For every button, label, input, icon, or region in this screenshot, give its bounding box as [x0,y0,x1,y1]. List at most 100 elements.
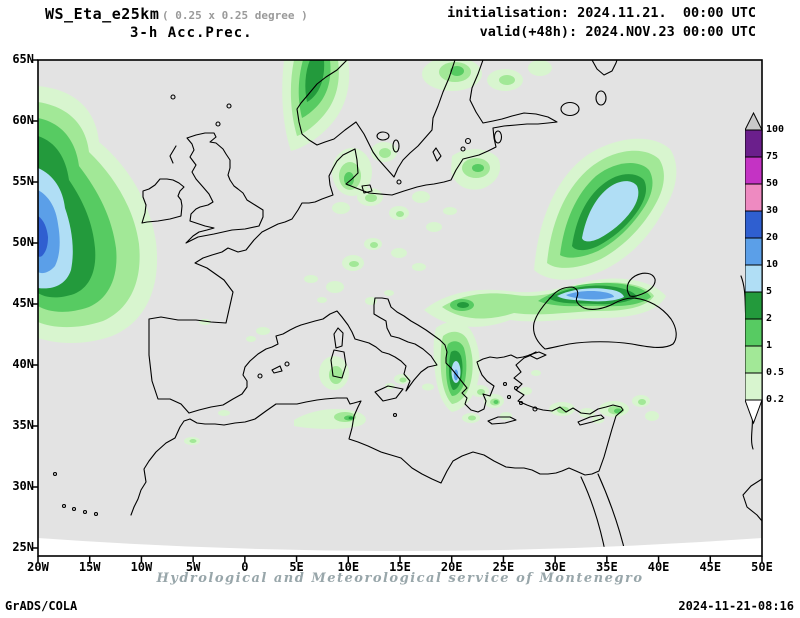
precip-contour-0.2 [520,387,532,395]
colorbar-value-label: 10 [766,259,779,270]
grid-resolution: ( 0.25 x 0.25 degree ) [162,9,308,22]
axis-ticks [32,59,763,562]
lon-tick-label: 50E [751,560,773,574]
precip-contour-0.2 [531,370,541,376]
precip-contour-0.5 [399,377,407,383]
colorbar-value-label: 100 [766,124,785,135]
colorbar-value-label: 50 [766,178,779,189]
coastline [71,506,77,512]
coastline [532,406,538,412]
colorbar-value-label: 1 [766,340,773,351]
precip-contour-0.2 [326,281,344,293]
colorbar-value-label: 2 [766,313,773,324]
precip-contour-1 [472,164,484,172]
coastline [93,511,99,517]
colorbar [745,112,763,425]
colorbar-segment [745,264,763,293]
coastline [376,131,390,141]
lat-tick-label: 65N [12,52,34,66]
coastline [185,132,264,244]
precip-contour-0.2 [645,411,659,421]
coastline [284,361,290,367]
precip-contour-1 [344,172,354,186]
precip-contour-0.5 [189,439,197,443]
initialisation-time: initialisation: 2024.11.21. 00:00 UTC [447,5,756,21]
coastline [560,101,580,117]
coastline [141,178,185,224]
coastline [330,349,347,379]
precip-contour-0.2 [579,408,595,418]
precip-contour-1 [614,408,622,414]
precip-contour-0.2 [422,383,434,391]
colorbar-arrow-top [745,112,763,131]
coastline [396,179,402,185]
coastline [464,137,472,145]
coastline [82,509,88,515]
precipitation-layer [38,60,677,445]
precip-contour-0.2 [412,191,430,203]
product-title: 3-h Acc.Prec. [130,25,253,41]
coastline [392,139,400,153]
lat-tick-label: 45N [12,296,34,310]
colorbar-value-label: 20 [766,232,779,243]
lon-tick-label: 15E [389,560,411,574]
lat-tick-label: 35N [12,418,34,432]
precip-contour-0.2 [304,275,318,283]
coastline [597,473,627,556]
creation-timestamp: 2024-11-21-08:16 [678,599,794,613]
lon-tick-label: 10W [130,560,153,574]
colorbar-segment [745,129,763,158]
grads-credit: GrADS/COLA [5,599,78,613]
precip-contour-0.2 [528,60,552,76]
colorbar-segment [745,372,763,401]
coastline [61,503,67,509]
coastline [392,412,398,418]
precip-contour-0.2 [426,222,442,232]
coastline [226,103,232,109]
coastline [528,351,547,360]
precip-contour-0.2 [391,248,407,258]
lon-tick-label: 45E [699,560,722,574]
lon-tick-label: 5E [289,560,304,574]
precip-contour-20 [38,216,48,257]
precip-contour-0.2 [412,263,426,271]
coastline [333,327,344,349]
watermark: Hydrological and Meteorological service … [156,571,644,586]
coastline [577,414,605,426]
precip-contour-0.5 [396,211,404,217]
colorbar-value-label: 30 [766,205,779,216]
precip-contour-1 [493,400,499,404]
precip-contour-0.2 [500,412,512,420]
coastline [460,146,466,152]
precip-contour-0.5 [349,261,359,267]
precip-contour-0.2 [256,327,270,335]
precip-contour-0.5 [499,75,515,85]
colorbar-value-label: 0.2 [766,394,785,405]
precip-contour-1 [450,66,464,76]
lon-tick-label: 20W [27,560,49,574]
coastline [170,94,176,100]
coastline [502,381,508,387]
coastline [148,60,558,414]
precip-contour-0.5 [365,194,377,202]
domain-boundary-mask [38,538,762,556]
coastline [296,60,456,178]
colorbar-arrow-bottom [745,399,763,425]
lat-tick-label: 25N [12,540,34,554]
precip-contour-0.5 [329,366,343,384]
coastline [518,400,524,406]
lon-tick-label: 20E [440,560,463,574]
lon-tick-label: 5W [185,560,201,574]
coastline [257,373,263,379]
precip-contour-0.5 [638,399,646,405]
precip-contour-0.2 [332,202,350,214]
colorbar-segment [745,183,763,212]
coastline [169,145,177,164]
coastline [591,60,618,76]
colorbar-segment [745,156,763,185]
colorbar-segment [745,291,763,320]
coastline [595,90,607,106]
precip-contour-0.2 [443,207,457,215]
